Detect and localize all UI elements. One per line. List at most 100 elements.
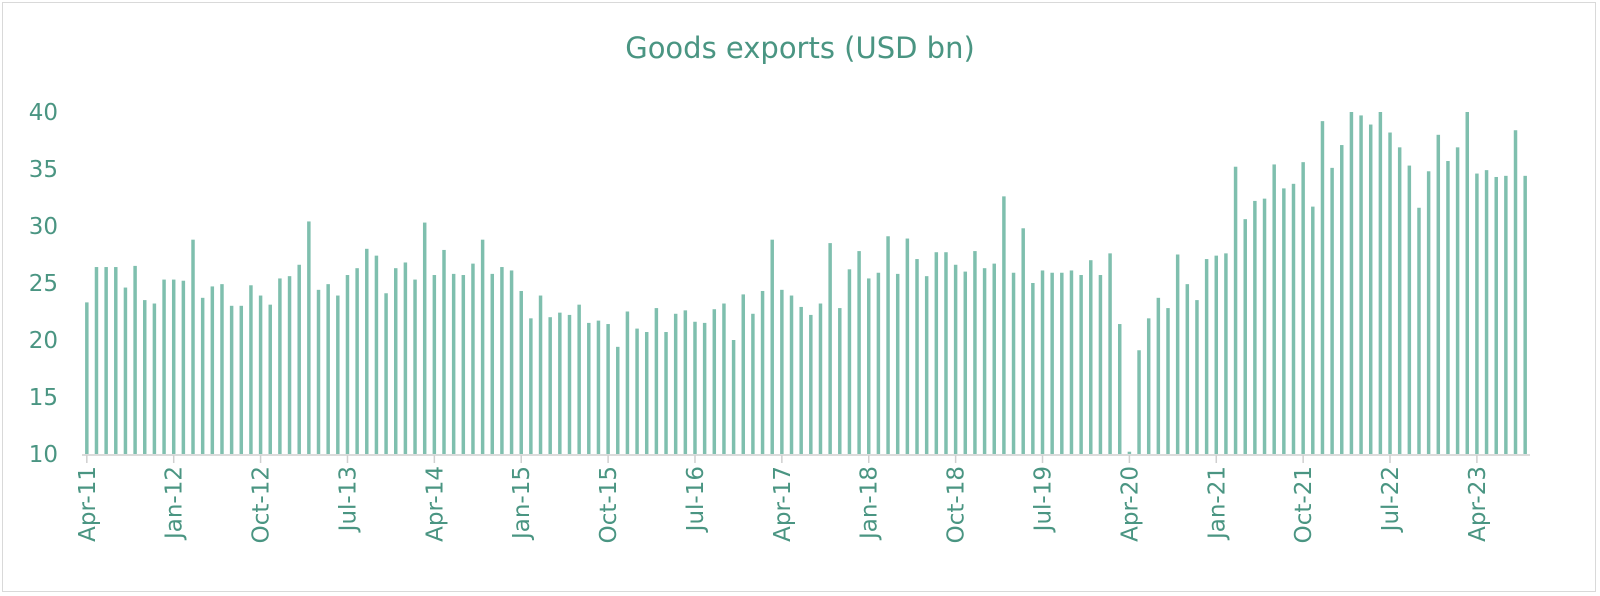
bar bbox=[403, 262, 408, 454]
bar bbox=[1494, 176, 1498, 455]
bar bbox=[278, 278, 282, 454]
bar bbox=[1436, 134, 1441, 455]
bar bbox=[384, 293, 388, 454]
bar bbox=[751, 313, 755, 454]
x-tick-label: Apr-11 bbox=[75, 466, 101, 542]
bar bbox=[1214, 255, 1219, 454]
bar bbox=[1397, 147, 1402, 454]
y-tick-label: 35 bbox=[29, 157, 58, 183]
bar bbox=[644, 332, 649, 454]
bar bbox=[915, 259, 919, 454]
bar bbox=[220, 284, 224, 454]
y-tick-label: 40 bbox=[29, 100, 58, 126]
bar bbox=[1195, 300, 1199, 454]
bar bbox=[625, 311, 630, 454]
bar bbox=[577, 304, 581, 454]
bar bbox=[345, 275, 350, 454]
x-tick-label: Jan-21 bbox=[1204, 466, 1230, 541]
bar bbox=[683, 310, 688, 454]
bar bbox=[268, 304, 272, 454]
x-tick-label: Jul-19 bbox=[1031, 466, 1057, 533]
bar bbox=[1146, 318, 1151, 454]
x-tick-label: Jul-13 bbox=[335, 466, 361, 533]
bar bbox=[1011, 272, 1016, 454]
x-tick-label: Apr-17 bbox=[770, 466, 796, 542]
bar bbox=[1523, 175, 1527, 454]
bar bbox=[500, 267, 504, 454]
bar bbox=[789, 295, 794, 454]
bar bbox=[1340, 145, 1344, 454]
bar bbox=[722, 303, 726, 454]
bar bbox=[326, 284, 330, 454]
y-tick-label: 30 bbox=[29, 214, 58, 240]
bar bbox=[1407, 165, 1412, 454]
bar bbox=[867, 278, 871, 454]
bar bbox=[422, 222, 427, 454]
bar bbox=[519, 290, 523, 454]
bar bbox=[480, 239, 485, 454]
x-tick-label: Oct-18 bbox=[944, 466, 970, 543]
bar bbox=[992, 263, 996, 454]
bar bbox=[1359, 115, 1363, 455]
bar bbox=[712, 309, 717, 454]
bar bbox=[924, 276, 929, 454]
bar bbox=[1108, 253, 1112, 454]
bar bbox=[1262, 198, 1267, 454]
x-tick-label: Oct-15 bbox=[596, 466, 622, 543]
bar bbox=[857, 251, 861, 454]
bar bbox=[1484, 170, 1489, 454]
bar bbox=[123, 287, 128, 454]
bar bbox=[297, 264, 301, 454]
bar bbox=[818, 303, 823, 454]
y-tick-label: 10 bbox=[29, 442, 58, 468]
bar bbox=[365, 248, 369, 454]
bar bbox=[114, 267, 118, 454]
y-axis: 10 15 20 25 30 35 40 bbox=[29, 100, 58, 468]
bar bbox=[1446, 161, 1450, 454]
bar bbox=[895, 273, 900, 454]
bar bbox=[973, 251, 977, 454]
bar bbox=[548, 317, 552, 454]
bar bbox=[461, 275, 466, 454]
bar bbox=[1185, 284, 1190, 454]
bar bbox=[1079, 275, 1083, 454]
bar bbox=[1465, 112, 1469, 454]
x-tick-label: Jul-22 bbox=[1378, 466, 1404, 533]
bar bbox=[1301, 162, 1305, 454]
bar bbox=[1349, 112, 1354, 454]
bar bbox=[1455, 147, 1460, 454]
bar bbox=[538, 295, 543, 454]
bar bbox=[1089, 260, 1093, 454]
y-tick-label: 15 bbox=[29, 385, 58, 411]
bar bbox=[1050, 272, 1054, 454]
bar bbox=[1272, 164, 1276, 454]
bar bbox=[1388, 132, 1392, 454]
bar bbox=[258, 295, 263, 454]
x-tick-label: Jan-12 bbox=[162, 466, 188, 541]
bar bbox=[953, 264, 958, 454]
bar bbox=[1040, 270, 1045, 454]
x-tick-label: Jan-18 bbox=[857, 466, 883, 541]
bar bbox=[1513, 130, 1518, 455]
bar bbox=[200, 297, 205, 454]
bar bbox=[1031, 283, 1035, 454]
bar bbox=[1156, 297, 1161, 454]
bar bbox=[287, 276, 292, 454]
bar bbox=[490, 273, 495, 454]
bar bbox=[1282, 188, 1286, 454]
bar bbox=[1253, 200, 1257, 454]
bar bbox=[1475, 173, 1479, 454]
bar bbox=[451, 273, 456, 454]
bar bbox=[838, 308, 842, 454]
bar bbox=[152, 303, 157, 454]
x-tick-label: Oct-21 bbox=[1291, 466, 1317, 543]
bar bbox=[94, 267, 99, 454]
chart-title: Goods exports (USD bn) bbox=[625, 31, 975, 65]
bar bbox=[316, 289, 321, 454]
bar bbox=[1224, 253, 1228, 454]
bars bbox=[85, 112, 1527, 455]
bar bbox=[191, 239, 195, 454]
bar bbox=[1127, 451, 1132, 454]
bar bbox=[905, 238, 910, 454]
bar bbox=[780, 289, 784, 454]
